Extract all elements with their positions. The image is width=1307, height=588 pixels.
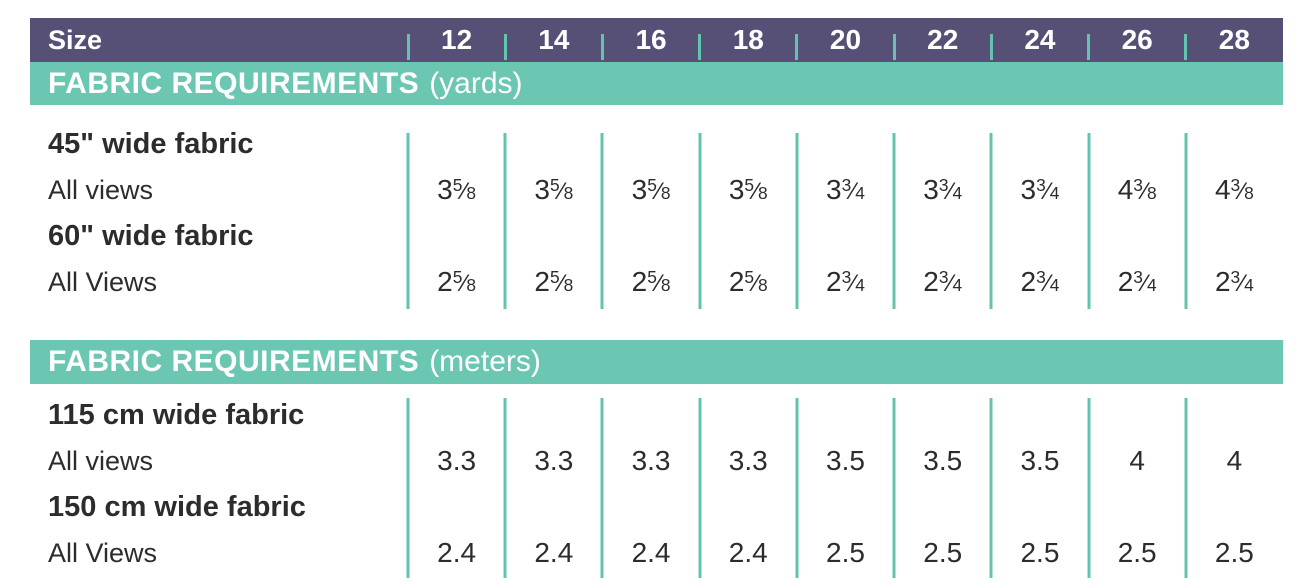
column-divider [1184, 398, 1188, 578]
table-row: 45" wide fabric [30, 121, 1283, 167]
meters-section-band: FABRIC REQUIREMENTS (meters) [30, 340, 1283, 384]
column-divider [795, 398, 799, 578]
value-cell: 33⁄4 [1020, 174, 1060, 205]
size-header-row: Size 12 14 16 18 20 22 24 26 28 [30, 18, 1283, 62]
column-divider [795, 133, 799, 309]
column-divider [892, 398, 896, 578]
fabric-width-label: 115 cm wide fabric [48, 398, 305, 431]
size-cell: 28 [1184, 24, 1283, 60]
meters-band-title: FABRIC REQUIREMENTS [48, 345, 420, 378]
value-cell: 23⁄4 [1214, 266, 1254, 297]
fabric-width-label: 60" wide fabric [48, 219, 254, 252]
table-row: 60" wide fabric [30, 213, 1283, 259]
column-divider [600, 398, 604, 578]
column-divider [989, 398, 993, 578]
fabric-width-label: 45" wide fabric [48, 127, 254, 160]
value-cell: 25⁄8 [534, 266, 574, 297]
table-row: All views 3.3 3.3 3.3 3.3 3.5 3.5 3.5 4 4 [30, 438, 1283, 484]
meters-section: 115 cm wide fabric All views 3.3 3.3 3.3 3.3 3… [30, 384, 1283, 588]
size-cell: 18 [698, 24, 797, 60]
value-cell: 25⁄8 [631, 266, 671, 297]
column-divider [698, 398, 702, 578]
value-cell: 3.3 [534, 445, 574, 476]
value-cell: 4 [1226, 445, 1243, 476]
size-cell: 12 [406, 24, 505, 60]
column-divider [406, 398, 410, 578]
value-cell: 35⁄8 [437, 174, 477, 205]
column-divider [600, 133, 604, 309]
fabric-width-label: 150 cm wide fabric [48, 490, 306, 523]
value-cell: 2.5 [1117, 537, 1157, 568]
meters-band-unit: (meters) [429, 345, 541, 378]
value-cell: 35⁄8 [728, 174, 768, 205]
table-row: All views 35⁄8 35⁄8 35⁄8 35⁄8 33⁄4 33⁄4 33⁄4 43⁄… [30, 167, 1283, 213]
view-label: All views [48, 445, 154, 476]
size-cell: 22 [892, 24, 991, 60]
column-divider [1087, 133, 1091, 309]
value-cell: 2.5 [1020, 537, 1060, 568]
value-cell: 2.4 [534, 537, 574, 568]
column-divider [1184, 133, 1188, 309]
column-divider [503, 398, 507, 578]
value-cell: 23⁄4 [1020, 266, 1060, 297]
table-row: 115 cm wide fabric [30, 392, 1283, 438]
value-cell: 3.5 [1020, 445, 1060, 476]
column-divider [503, 133, 507, 309]
view-label: All Views [48, 537, 158, 568]
table-row: All Views 25⁄8 25⁄8 25⁄8 25⁄8 23⁄4 23⁄4 23⁄4 23⁄… [30, 259, 1283, 305]
view-label: All views [48, 174, 154, 205]
yards-band-title: FABRIC REQUIREMENTS [48, 66, 420, 100]
value-cell: 23⁄4 [1117, 266, 1157, 297]
value-cell: 33⁄4 [923, 174, 963, 205]
value-cell: 23⁄4 [923, 266, 963, 297]
column-divider [698, 133, 702, 309]
fabric-requirements-table: Size 12 14 16 18 20 22 24 26 28 FABRIC REQUIREME… [30, 18, 1283, 588]
value-cell: 3.3 [631, 445, 671, 476]
size-cell: 20 [795, 24, 894, 60]
size-cell: 14 [503, 24, 602, 60]
value-cell: 35⁄8 [631, 174, 671, 205]
value-cell: 43⁄8 [1117, 174, 1157, 205]
size-column-header: Size [48, 24, 103, 55]
value-cell: 2.4 [631, 537, 671, 568]
value-cell: 4 [1129, 445, 1145, 476]
value-cell: 43⁄8 [1214, 174, 1254, 205]
yards-band-unit: (yards) [429, 66, 523, 100]
value-cell: 3.5 [923, 445, 963, 476]
size-cell: 16 [600, 24, 699, 60]
value-cell: 3.5 [826, 445, 865, 476]
column-divider [892, 133, 896, 309]
value-cell: 33⁄4 [826, 174, 865, 205]
view-label: All Views [48, 266, 158, 297]
value-cell: 25⁄8 [728, 266, 768, 297]
value-cell: 35⁄8 [534, 174, 574, 205]
yards-section-band: FABRIC REQUIREMENTS (yards) [30, 62, 1283, 105]
value-cell: 2.5 [1214, 537, 1254, 568]
size-cell: 26 [1087, 24, 1186, 60]
table-row: All Views 2.4 2.4 2.4 2.4 2.5 2.5 2.5 2.5 2.5 [30, 530, 1283, 576]
value-cell: 3.3 [437, 445, 477, 476]
value-cell: 23⁄4 [826, 266, 865, 297]
column-divider [1087, 398, 1091, 578]
value-cell: 25⁄8 [437, 266, 477, 297]
column-divider [406, 133, 410, 309]
value-cell: 2.5 [923, 537, 963, 568]
table-row: 150 cm wide fabric [30, 484, 1283, 530]
value-cell: 2.4 [728, 537, 768, 568]
value-cell: 2.4 [437, 537, 477, 568]
size-cell: 24 [989, 24, 1088, 60]
column-divider [989, 133, 993, 309]
value-cell: 2.5 [826, 537, 865, 568]
yards-section: 45" wide fabric All views 35⁄8 35⁄8 35⁄8 35⁄8… [30, 105, 1283, 325]
value-cell: 3.3 [728, 445, 768, 476]
